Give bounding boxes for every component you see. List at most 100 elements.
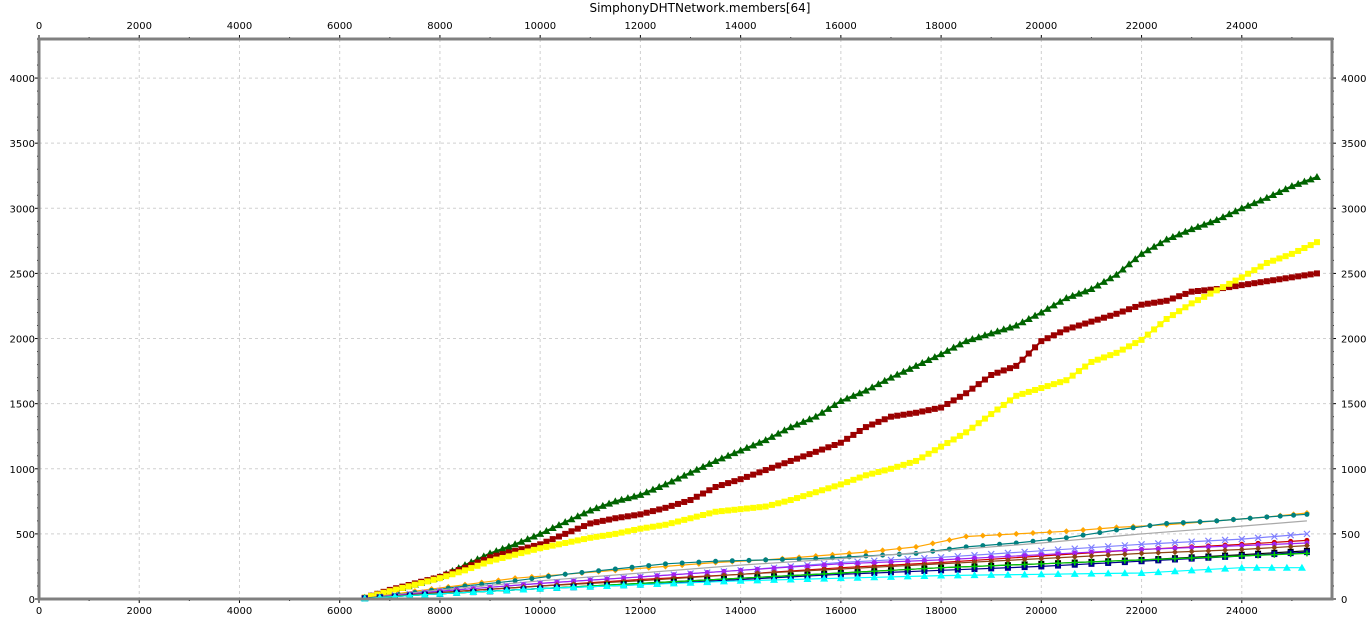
series-marker — [631, 512, 638, 519]
series-marker — [725, 480, 732, 487]
series-marker — [1044, 335, 1051, 342]
series-marker — [1050, 381, 1057, 388]
series-marker — [1155, 556, 1162, 563]
series-marker — [831, 442, 838, 448]
series-marker — [830, 400, 839, 408]
series-marker — [505, 553, 512, 560]
series-marker — [913, 409, 920, 416]
series-marker — [668, 520, 675, 527]
series-marker — [1121, 551, 1128, 558]
series-marker — [1263, 260, 1270, 266]
series-marker — [988, 562, 995, 569]
series-marker — [975, 420, 982, 427]
series-marker — [921, 558, 927, 564]
x-tick-label-top: 20000 — [1025, 21, 1057, 32]
series-marker — [1226, 280, 1233, 287]
series-marker — [1104, 569, 1113, 577]
series-marker — [1269, 190, 1278, 198]
x-tick-label-top: 8000 — [427, 21, 452, 32]
series-marker — [924, 356, 933, 364]
x-tick-label-top: 2000 — [127, 21, 152, 32]
series-marker — [1238, 535, 1246, 543]
series-marker — [879, 547, 886, 554]
series-marker — [1121, 557, 1128, 564]
y-tick-label-right: 3000 — [1341, 204, 1366, 215]
series-marker — [925, 407, 932, 414]
series-marker — [562, 530, 569, 537]
series-marker — [1063, 535, 1069, 541]
series-marker — [530, 546, 537, 553]
series-marker — [593, 533, 600, 540]
series-marker — [1182, 290, 1189, 297]
series-marker — [1245, 270, 1252, 277]
series-marker — [755, 438, 764, 446]
series-marker — [1038, 338, 1045, 345]
series-marker — [599, 532, 606, 539]
series-marker — [1147, 523, 1153, 529]
y-tick-label-left: 1500 — [10, 400, 35, 411]
series-marker — [1255, 552, 1262, 559]
series-marker — [637, 511, 644, 518]
series-marker — [1271, 544, 1278, 551]
series-marker — [871, 568, 878, 575]
series-marker — [602, 581, 611, 589]
series-marker — [988, 372, 995, 378]
x-tick-label-bottom: 18000 — [925, 606, 957, 617]
series-marker — [1282, 253, 1289, 260]
series-marker — [493, 552, 500, 559]
series-marker — [671, 572, 677, 578]
series-marker — [1106, 274, 1115, 282]
series-marker — [688, 571, 694, 577]
series-marker — [1300, 177, 1309, 185]
series-marker — [972, 555, 978, 561]
series-marker — [1138, 550, 1145, 557]
series-marker — [825, 444, 832, 451]
series-marker — [737, 506, 744, 513]
series-marker — [881, 467, 888, 474]
series-marker — [1057, 329, 1064, 336]
series-marker — [1044, 383, 1051, 390]
series-marker — [888, 559, 894, 565]
series-marker — [552, 583, 561, 591]
series-marker — [1301, 272, 1308, 279]
series-marker — [492, 547, 501, 555]
series-marker — [1137, 568, 1146, 576]
series-marker — [906, 459, 913, 466]
series-marker — [786, 575, 795, 583]
series-marker — [1263, 278, 1270, 285]
series-marker — [1222, 543, 1228, 549]
series-marker — [1262, 193, 1271, 201]
series-marker — [756, 504, 763, 511]
series-marker — [705, 459, 714, 467]
series-marker — [1088, 318, 1095, 325]
series-marker — [718, 482, 725, 489]
series-marker — [555, 541, 562, 548]
series-marker — [1187, 225, 1196, 233]
series-marker — [1287, 182, 1296, 190]
series-marker — [1120, 569, 1129, 577]
series-marker — [1107, 352, 1114, 359]
series-marker — [1100, 314, 1107, 321]
series-line — [364, 567, 1302, 599]
series-marker — [1250, 199, 1259, 207]
series-marker — [703, 578, 712, 586]
series-marker — [1251, 280, 1258, 287]
series-marker — [518, 546, 525, 553]
series-marker — [605, 499, 614, 507]
series-marker — [1270, 277, 1277, 284]
series-marker — [831, 483, 838, 490]
series-marker — [1107, 312, 1114, 319]
series-marker — [1163, 316, 1170, 322]
series-marker — [1231, 207, 1240, 215]
series-marker — [452, 588, 461, 596]
x-tick-label-bottom: 12000 — [624, 606, 656, 617]
series-marker — [850, 431, 857, 438]
series-marker — [1081, 287, 1090, 295]
series-marker — [1282, 275, 1289, 282]
series-marker — [818, 408, 827, 416]
series-marker — [524, 548, 531, 555]
series-marker — [981, 415, 988, 422]
series-marker — [819, 487, 826, 494]
series-marker — [512, 578, 518, 584]
series-marker — [1254, 534, 1262, 542]
